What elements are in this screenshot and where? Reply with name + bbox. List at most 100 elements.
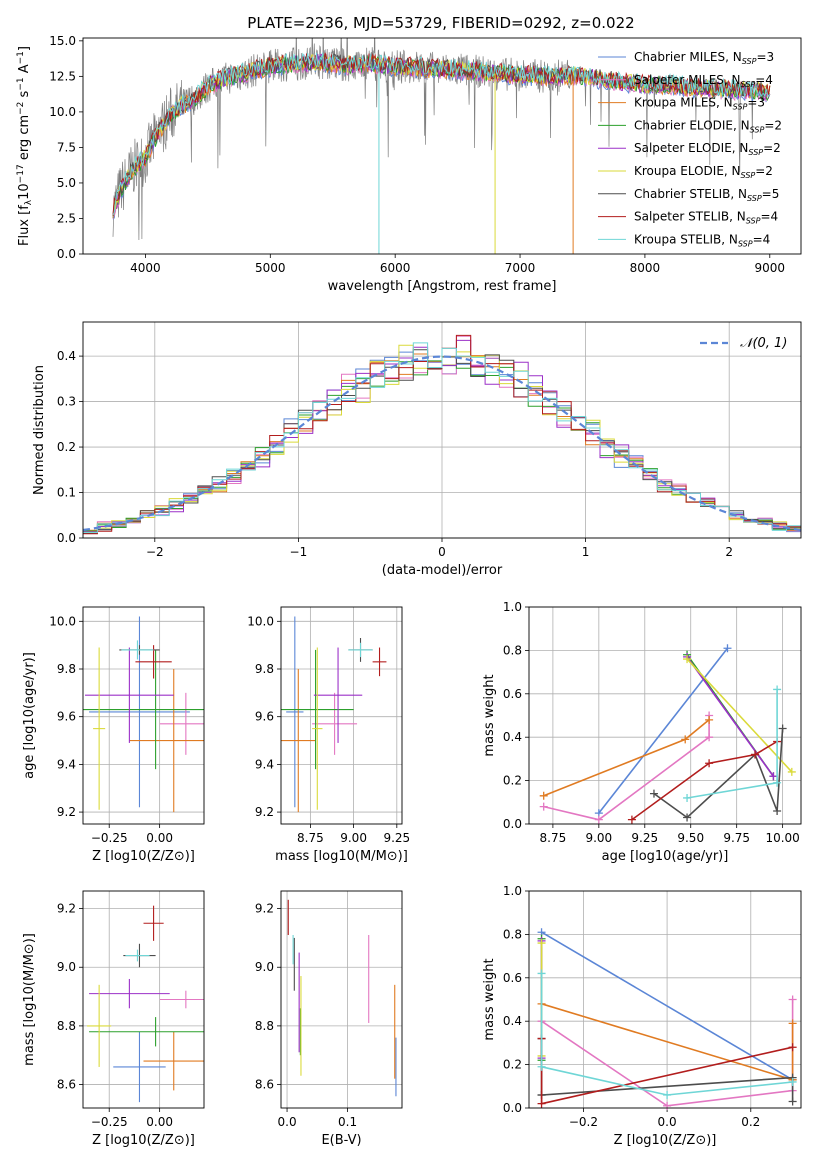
weight-marker (773, 778, 782, 787)
y-axis-label: mass weight (482, 958, 497, 1040)
legend-label: Chabrier MILES, NSSP=3 (634, 50, 774, 66)
plot-frame (82, 37, 802, 255)
x-tick-label: 9.25 (631, 831, 658, 845)
y-tick-label: 1.0 (503, 600, 522, 614)
weight-marker (773, 806, 782, 815)
errorbars (87, 905, 204, 1103)
x-axis-label: Z [log10(Z/Z⊙)] (92, 1133, 195, 1148)
legend-label: Kroupa STELIB, NSSP=4 (634, 232, 770, 248)
x-tick-label: 9.50 (677, 831, 704, 845)
x-tick-label: 0.1 (338, 1115, 357, 1129)
y-tick-label: 9.2 (57, 805, 76, 819)
weight-line (541, 931, 794, 1081)
y-axis-label: mass [log10(M/M⊙)] (22, 933, 37, 1066)
y-tick-label: 8.6 (255, 1078, 274, 1092)
y-axis-label: Normed distribution (32, 365, 47, 495)
weight-marker (769, 772, 778, 781)
x-tick-label: 2 (725, 545, 733, 559)
weight-line (598, 647, 729, 814)
weight-line (686, 658, 793, 773)
x-axis-label: E(B-V) (321, 1133, 361, 1148)
x-tick-label: 0.0 (658, 1115, 677, 1129)
panel-age_vs_Z: −0.25 0.00 9.2 9.4 9.6 9.8 10.0 Z [log10(Z/Z⊙)]… (22, 606, 205, 864)
y-tick-label: 9.6 (57, 710, 76, 724)
legend-label: 𝒩(0, 1) (740, 336, 787, 351)
panel-age_vs_mass: 8.75 9.00 9.25 9.2 9.4 9.6 9.8 10.0 mass [log10(… (247, 606, 410, 864)
x-tick-label: 0.00 (146, 831, 173, 845)
y-tick-label: 10.0 (49, 614, 76, 628)
plot-frame (82, 321, 802, 539)
plot-frame (82, 606, 205, 825)
legend-label: Kroupa ELODIE, NSSP=2 (634, 164, 773, 180)
weight-line (543, 719, 710, 797)
weight-marker (705, 759, 714, 768)
y-tick-label: 1.0 (503, 884, 522, 898)
plot-frame (280, 890, 403, 1109)
y-tick-label: 9.4 (57, 757, 76, 771)
weight-line (540, 973, 793, 1096)
legend-label: Salpeter ELODIE, NSSP=2 (634, 141, 781, 157)
x-tick-label: 9000 (755, 261, 786, 275)
x-tick-label: 7000 (505, 261, 536, 275)
x-axis-label: age [log10(age/yr)] (602, 849, 729, 864)
y-tick-label: 7.5 (57, 140, 76, 154)
weight-marker (537, 1062, 546, 1071)
plot-frame (82, 890, 205, 1109)
y-tick-label: 9.0 (57, 960, 76, 974)
weight-marker (539, 802, 548, 811)
weight-marker (537, 1099, 546, 1108)
x-tick-label: 10.00 (765, 831, 799, 845)
x-axis-label: Z [log10(Z/Z⊙)] (92, 849, 195, 864)
y-tick-label: 9.6 (255, 710, 274, 724)
x-axis-label: Z [log10(Z/Z⊙)] (614, 1133, 717, 1148)
legend-label: Chabrier STELIB, NSSP=5 (634, 187, 779, 203)
y-tick-label: 9.8 (255, 662, 274, 676)
y-tick-label: 0.6 (503, 971, 522, 985)
panel-weight_vs_age: 8.75 9.00 9.25 9.50 9.75 10.00 0.0 0.2 0.4 0.6 0.8… (482, 600, 802, 864)
legend-label: Kroupa MILES, NSSP=3 (634, 96, 765, 112)
y-tick-label: 9.4 (255, 757, 274, 771)
y-tick-label: 0.2 (57, 440, 76, 454)
weight-marker (683, 813, 692, 822)
x-tick-label: 9.25 (383, 831, 410, 845)
errorbars (83, 616, 204, 813)
y-tick-label: 0.8 (503, 643, 522, 657)
x-tick-label: 9.75 (723, 831, 750, 845)
x-axis-label: mass [log10(M/M⊙)] (275, 849, 408, 864)
x-tick-label: 0.2 (741, 1115, 760, 1129)
y-tick-label: 10.0 (49, 105, 76, 119)
weight-marker (788, 1077, 797, 1086)
y-tick-label: 8.8 (255, 1019, 274, 1033)
weight-marker (705, 715, 714, 724)
x-tick-label: 8.75 (297, 831, 324, 845)
model-spectrum (112, 52, 771, 216)
weight-marker (751, 750, 760, 759)
weight-line (543, 715, 710, 821)
legend-label: Chabrier ELODIE, NSSP=2 (634, 118, 782, 134)
y-tick-label: 0.1 (57, 486, 76, 500)
weight-marker (649, 789, 658, 798)
weight-marker (773, 685, 782, 694)
plot-frame (528, 606, 802, 825)
panel-mass_vs_Z: −0.25 0.00 8.6 8.8 9.0 9.2 Z [log10(Z/Z⊙)] mass… (22, 890, 205, 1148)
figure-title: PLATE=2236, MJD=53729, FIBERID=0292, z=0… (247, 14, 634, 32)
plot-frame (280, 606, 403, 825)
x-tick-label: −0.2 (569, 1115, 598, 1129)
x-tick-label: 1 (582, 545, 590, 559)
x-tick-label: 8000 (630, 261, 661, 275)
weight-line (631, 740, 778, 821)
y-tick-label: 9.2 (255, 805, 274, 819)
x-tick-label: 6000 (380, 261, 411, 275)
x-axis-label: wavelength [Angstrom, rest frame] (328, 279, 557, 294)
legend-label: Salpeter STELIB, NSSP=4 (634, 210, 778, 226)
y-tick-label: 8.6 (57, 1078, 76, 1092)
weight-marker (663, 1101, 672, 1110)
y-tick-label: 0.0 (57, 531, 76, 545)
panel-spectrum: 4000 5000 6000 7000 8000 9000 0.0 2.5 5.0 7.5 10.0… (16, 34, 802, 294)
weight-marker (683, 793, 692, 802)
x-tick-label: −2 (146, 545, 164, 559)
legend-label: Salpeter MILES, NSSP=4 (634, 73, 773, 89)
weight-marker (539, 791, 548, 800)
weight-marker (787, 767, 796, 776)
